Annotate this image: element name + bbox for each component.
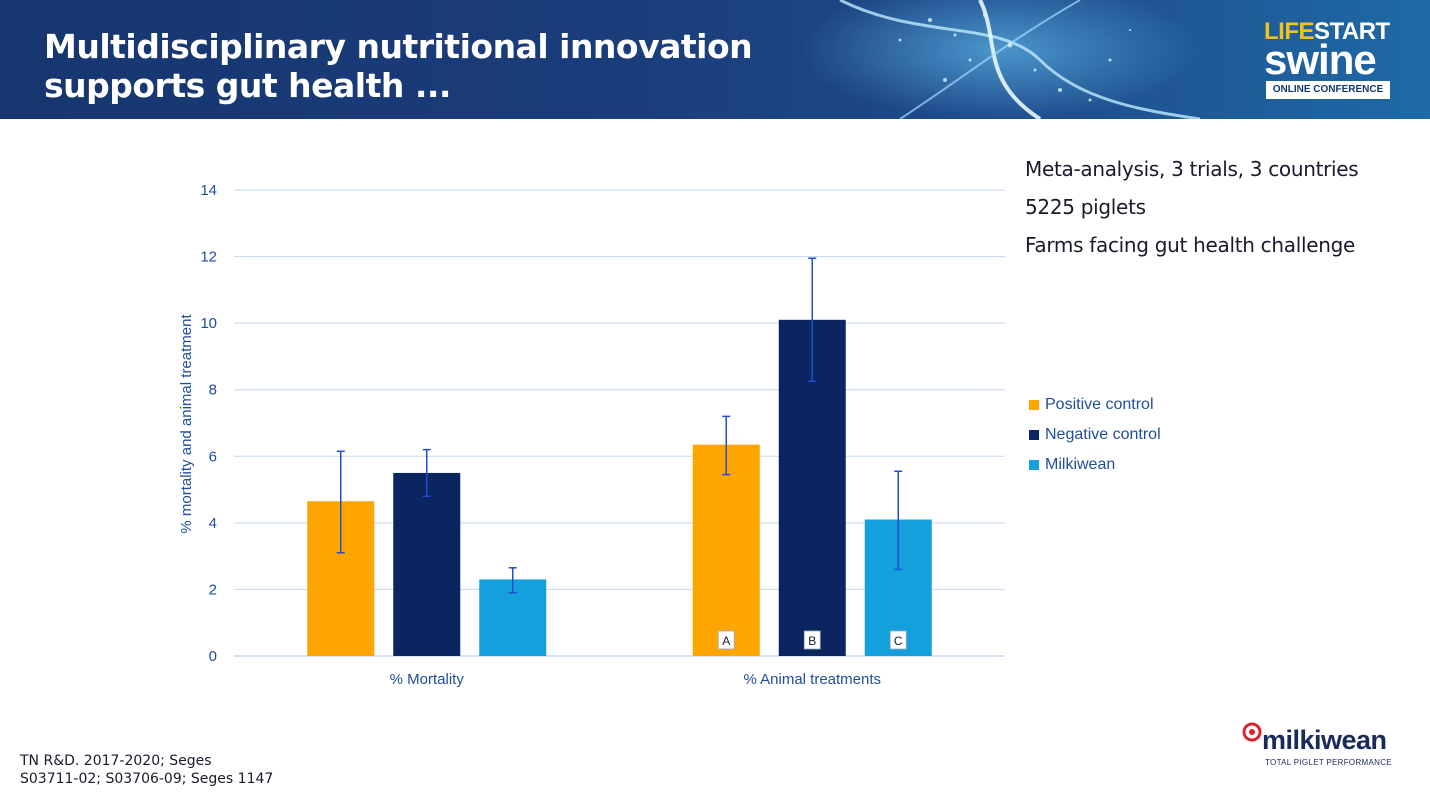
bar-1-0 xyxy=(692,444,760,656)
header-banner: Multidisciplinary nutritional innovation… xyxy=(0,0,1430,119)
y-tick-label-2: 2 xyxy=(209,581,217,598)
y-axis-label: % mortality and animal treatment xyxy=(178,314,195,534)
logo-life-text: LIFE xyxy=(1264,18,1315,45)
y-tick-label-6: 6 xyxy=(209,448,217,465)
footer-reference-1: TN R&D. 2017-2020; Seges xyxy=(20,753,212,769)
legend-label-negative-control: Negative control xyxy=(1045,426,1161,443)
bar-label-1-2: C xyxy=(894,634,903,648)
bars xyxy=(307,319,932,656)
y-tick-label-8: 8 xyxy=(209,382,217,399)
y-tick-label-4: 4 xyxy=(209,515,217,532)
y-tick-label-14: 14 xyxy=(200,182,217,199)
bar-label-box-1-0 xyxy=(717,630,735,650)
y-tick-label-0: 0 xyxy=(209,648,217,665)
x-tick-label-1: % Animal treatments xyxy=(743,671,881,688)
x-tick-label-0: % Mortality xyxy=(390,671,465,688)
bar-label-box-1-2 xyxy=(889,630,907,650)
x-axis-category-labels: % Mortality % Animal treatments xyxy=(390,671,881,688)
logo-start-text: START xyxy=(1314,18,1390,45)
page-title: Multidisciplinary nutritional innovation… xyxy=(44,27,753,105)
logo-swine-text: swine xyxy=(1264,36,1377,83)
y-axis-ticks: 0 2 4 6 8 10 12 14 xyxy=(200,182,217,665)
bar-label-box-1-1 xyxy=(803,630,821,650)
info-meta-analysis: Meta-analysis, 3 trials, 3 countries xyxy=(1025,157,1359,181)
bar-label-1-1: B xyxy=(808,634,816,648)
legend-swatch-negative-control xyxy=(1029,430,1039,440)
lifestart-swine-logo: LIFESTART swine ONLINE CONFERENCE xyxy=(1258,18,1398,102)
footer-reference-2: S03711-02; S03706-09; Seges 1147 xyxy=(20,771,274,787)
milkiwean-mark-icon xyxy=(1242,722,1262,742)
info-piglets: 5225 piglets xyxy=(1025,195,1146,219)
y-tick-label-12: 12 xyxy=(200,249,217,266)
legend-label-positive-control: Positive control xyxy=(1045,396,1154,413)
title-line-1: Multidisciplinary nutritional innovation xyxy=(44,27,753,66)
title-line-2: supports gut health ... xyxy=(44,66,451,105)
brand-tagline: TOTAL PIGLET PERFORMANCE xyxy=(1265,758,1392,767)
legend-label-milkiwean: Milkiwean xyxy=(1045,456,1116,473)
logo-lifestart: LIFESTART xyxy=(1264,18,1390,46)
milkiwean-logo: milkiwean TOTAL PIGLET PERFORMANCE xyxy=(1240,720,1400,770)
brand-name: milkiwean xyxy=(1262,725,1387,755)
y-tick-label-10: 10 xyxy=(200,315,217,332)
legend-swatch-milkiwean xyxy=(1029,460,1039,470)
bar-letter-labels: A B C xyxy=(717,630,907,650)
bar-label-1-0: A xyxy=(722,634,730,648)
dna-decoration xyxy=(800,0,1201,119)
logo-online-conference-badge: ONLINE CONFERENCE xyxy=(1266,81,1390,99)
info-farms: Farms facing gut health challenge xyxy=(1025,233,1355,257)
bar-0-1 xyxy=(393,472,461,656)
legend-swatch-positive-control xyxy=(1029,400,1039,410)
error-bars xyxy=(336,257,903,594)
